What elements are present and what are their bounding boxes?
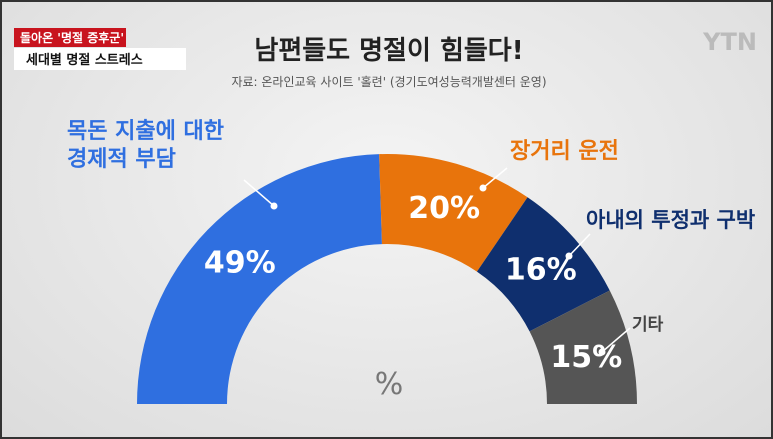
- value-label: 15%: [550, 340, 622, 375]
- category-label: 목돈 지출에 대한 경제적 부담: [67, 119, 224, 172]
- value-label: 16%: [505, 252, 577, 287]
- leader-dot: [598, 348, 606, 356]
- leader-dot: [565, 252, 573, 260]
- leader-line: [568, 233, 591, 257]
- segment: [476, 197, 610, 332]
- badge-bg: [14, 28, 126, 47]
- value-label: 49%: [204, 245, 276, 280]
- leader-dot: [270, 202, 278, 210]
- leader-line: [601, 327, 631, 353]
- leader-dot: [479, 184, 487, 192]
- chart-subtitle: 자료: 온라인교육 사이트 '홀련' (경기도여성능력개발센터 운영): [231, 75, 546, 89]
- segment: [379, 154, 528, 272]
- chart-title: 남편들도 명절이 힘들다!: [254, 36, 523, 66]
- subtitle-box: 세대별 명절 스트레스: [26, 52, 143, 68]
- center-label: %: [375, 367, 404, 402]
- category-label: 아내의 투정과 구박: [586, 208, 756, 232]
- category-label: 기타: [632, 315, 664, 335]
- leader-line: [482, 167, 508, 189]
- category-label: 장거리 운전: [510, 139, 619, 164]
- segment: [137, 154, 382, 404]
- leader-line: [243, 179, 275, 207]
- value-label: 20%: [408, 191, 480, 226]
- badge: 돌아온 '명절 증후군': [20, 30, 124, 45]
- logo: YTN: [702, 28, 757, 56]
- subtitle-box-bg: [14, 48, 186, 70]
- segment: [529, 290, 637, 404]
